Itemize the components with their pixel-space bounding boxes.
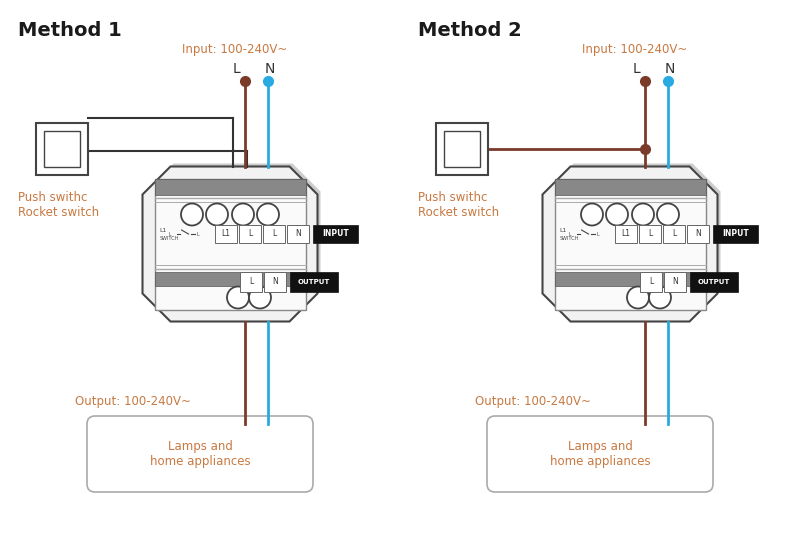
Text: L1: L1	[159, 227, 167, 232]
Circle shape	[257, 204, 279, 225]
FancyBboxPatch shape	[287, 225, 309, 243]
Text: N: N	[672, 278, 678, 287]
FancyBboxPatch shape	[290, 272, 338, 292]
Text: SWITCH: SWITCH	[559, 236, 579, 240]
Text: INPUT: INPUT	[722, 230, 749, 238]
FancyBboxPatch shape	[663, 225, 685, 243]
FancyBboxPatch shape	[690, 272, 738, 292]
Text: Push swithc
Rocket switch: Push swithc Rocket switch	[18, 191, 99, 219]
Circle shape	[649, 287, 671, 308]
FancyBboxPatch shape	[313, 225, 358, 243]
FancyBboxPatch shape	[154, 178, 306, 195]
Text: Output: 100-240V~: Output: 100-240V~	[475, 395, 591, 407]
Text: OUTPUT: OUTPUT	[298, 279, 330, 285]
Text: Output: 100-240V~: Output: 100-240V~	[75, 395, 191, 407]
Text: L: L	[633, 62, 641, 76]
Text: L: L	[672, 230, 676, 238]
FancyBboxPatch shape	[154, 178, 306, 309]
Text: L: L	[248, 230, 252, 238]
FancyBboxPatch shape	[554, 272, 706, 286]
FancyBboxPatch shape	[687, 225, 709, 243]
Text: Method 2: Method 2	[418, 21, 522, 40]
Text: L: L	[249, 278, 253, 287]
Text: N: N	[295, 230, 301, 238]
Text: Lamps and
home appliances: Lamps and home appliances	[550, 440, 650, 468]
Text: L: L	[648, 230, 652, 238]
Circle shape	[249, 287, 271, 308]
Text: L: L	[272, 230, 276, 238]
Text: L: L	[569, 231, 571, 237]
FancyBboxPatch shape	[639, 225, 661, 243]
Circle shape	[627, 287, 649, 308]
FancyBboxPatch shape	[87, 416, 313, 492]
FancyBboxPatch shape	[240, 272, 262, 292]
FancyBboxPatch shape	[554, 178, 706, 195]
FancyBboxPatch shape	[264, 272, 286, 292]
Text: L1: L1	[559, 227, 567, 232]
FancyBboxPatch shape	[263, 225, 285, 243]
Text: Lamps and
home appliances: Lamps and home appliances	[150, 440, 250, 468]
FancyBboxPatch shape	[664, 272, 686, 292]
FancyBboxPatch shape	[239, 225, 261, 243]
FancyBboxPatch shape	[487, 416, 713, 492]
FancyBboxPatch shape	[436, 123, 488, 175]
Circle shape	[581, 204, 603, 225]
Text: L1: L1	[222, 230, 230, 238]
Polygon shape	[146, 163, 321, 319]
FancyBboxPatch shape	[554, 178, 706, 309]
Text: SWITCH: SWITCH	[159, 236, 179, 240]
Polygon shape	[542, 167, 718, 321]
Polygon shape	[546, 163, 721, 319]
FancyBboxPatch shape	[615, 225, 637, 243]
Circle shape	[232, 204, 254, 225]
Text: N: N	[665, 62, 675, 76]
Text: Input: 100-240V~: Input: 100-240V~	[582, 43, 688, 56]
Text: Push swithc
Rocket switch: Push swithc Rocket switch	[418, 191, 499, 219]
Text: L: L	[169, 231, 171, 237]
Text: N: N	[695, 230, 701, 238]
Circle shape	[632, 204, 654, 225]
Text: Input: 100-240V~: Input: 100-240V~	[182, 43, 288, 56]
Circle shape	[227, 287, 249, 308]
FancyBboxPatch shape	[44, 131, 80, 167]
Text: L: L	[197, 231, 199, 237]
FancyBboxPatch shape	[154, 272, 306, 286]
Circle shape	[657, 204, 679, 225]
Text: N: N	[265, 62, 275, 76]
Polygon shape	[142, 167, 318, 321]
Circle shape	[206, 204, 228, 225]
Text: L: L	[597, 231, 599, 237]
Text: INPUT: INPUT	[322, 230, 349, 238]
FancyBboxPatch shape	[640, 272, 662, 292]
FancyBboxPatch shape	[215, 225, 237, 243]
Text: L: L	[233, 62, 241, 76]
Circle shape	[181, 204, 203, 225]
Text: L1: L1	[622, 230, 630, 238]
FancyBboxPatch shape	[444, 131, 480, 167]
FancyBboxPatch shape	[713, 225, 758, 243]
Circle shape	[606, 204, 628, 225]
Text: OUTPUT: OUTPUT	[698, 279, 730, 285]
Text: Method 1: Method 1	[18, 21, 122, 40]
Text: N: N	[272, 278, 278, 287]
Text: L: L	[649, 278, 653, 287]
FancyBboxPatch shape	[36, 123, 88, 175]
